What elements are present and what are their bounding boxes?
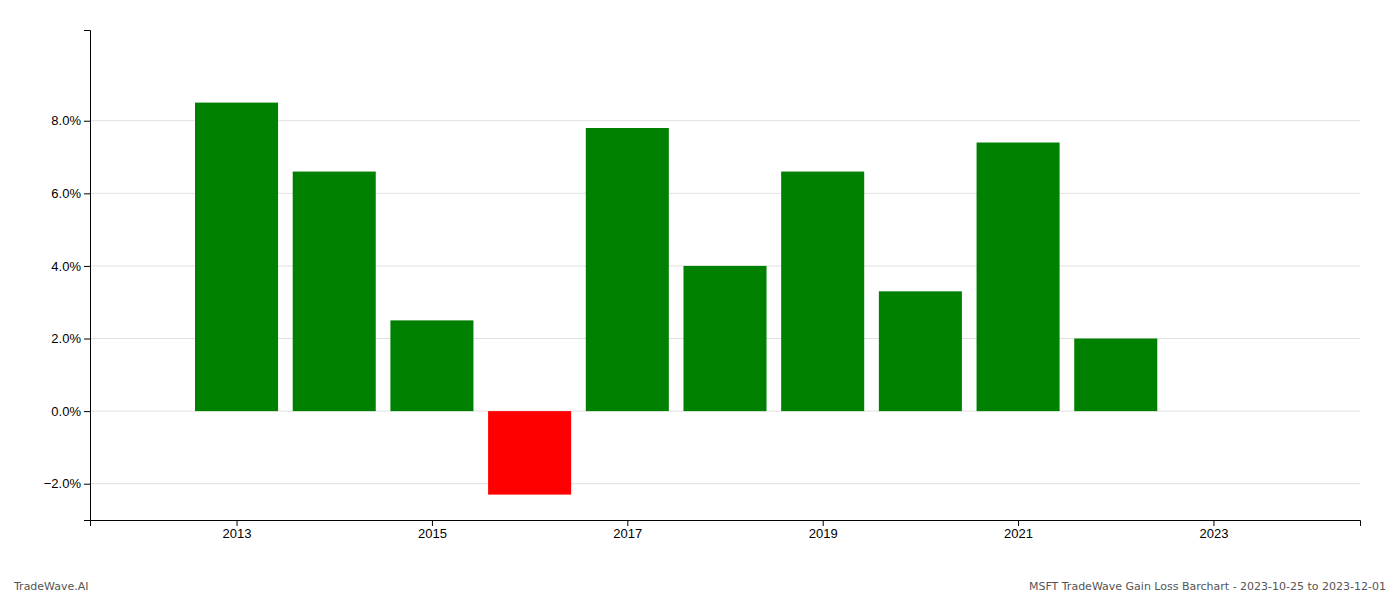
bar xyxy=(879,291,962,411)
tick: 8.0% xyxy=(51,113,90,128)
tick-label: 2.0% xyxy=(51,331,81,346)
tick-mark xyxy=(84,484,90,485)
tick-label: 4.0% xyxy=(51,259,81,274)
bar xyxy=(195,103,278,412)
bar xyxy=(293,172,376,412)
bar xyxy=(1074,339,1157,412)
tick-label: 2019 xyxy=(809,526,838,541)
tick: 2023 xyxy=(1200,520,1229,541)
bars xyxy=(195,103,1157,495)
bar xyxy=(390,320,473,411)
tick: −2.0% xyxy=(44,476,90,491)
tick-label: 2023 xyxy=(1200,526,1229,541)
tick-mark xyxy=(84,121,90,122)
tick-label: −2.0% xyxy=(44,476,82,491)
tick-label: 0.0% xyxy=(51,404,81,419)
y-axis: −2.0% 0.0% 2.0% 4.0% 6.0% 8.0% xyxy=(44,31,91,521)
tick-mark xyxy=(237,520,238,526)
tick-mark xyxy=(1213,520,1214,526)
grid-line xyxy=(90,483,1360,484)
grid-line xyxy=(90,193,1360,194)
tick-mark xyxy=(84,411,90,412)
bar xyxy=(586,128,669,411)
bar xyxy=(683,266,766,411)
tick-label: 6.0% xyxy=(51,186,81,201)
tick: 2015 xyxy=(418,520,447,541)
tick-mark xyxy=(1018,520,1019,526)
tick: 2.0% xyxy=(51,331,90,346)
tick-label: 2013 xyxy=(223,526,252,541)
tick-mark xyxy=(84,193,90,194)
tick-label: 2021 xyxy=(1004,526,1033,541)
footer: TradeWave.AI xyxy=(13,580,89,593)
bar xyxy=(488,411,571,494)
x-axis: 2013 2015 2017 2019 2021 2023 xyxy=(91,520,1361,541)
plot: −2.0%0.0%2.0%4.0%6.0%8.0%201320152017201… xyxy=(44,31,1361,542)
tick-mark xyxy=(823,520,824,526)
tick: 2021 xyxy=(1004,520,1033,541)
chart: −2.0%0.0%2.0%4.0%6.0%8.0%201320152017201… xyxy=(0,0,1400,600)
tick: 2019 xyxy=(809,520,838,541)
tick-mark xyxy=(84,266,90,267)
bar xyxy=(781,172,864,412)
tick-label: 2017 xyxy=(613,526,642,541)
tick-mark xyxy=(627,520,628,526)
grid-line xyxy=(90,120,1360,121)
grid xyxy=(90,121,1360,484)
tick: 0.0% xyxy=(51,404,90,419)
tick: 4.0% xyxy=(51,259,90,274)
tick-label: 2015 xyxy=(418,526,447,541)
tick: 2017 xyxy=(613,520,642,541)
tick-mark xyxy=(84,339,90,340)
tick: 6.0% xyxy=(51,186,90,201)
tick: 2013 xyxy=(223,520,252,541)
footer: MSFT TradeWave Gain Loss Barchart - 2023… xyxy=(1029,580,1386,593)
bar xyxy=(977,143,1060,412)
axis-line xyxy=(84,31,91,521)
tick-label: 8.0% xyxy=(51,113,81,128)
tick-mark xyxy=(432,520,433,526)
axis-line xyxy=(91,521,1361,527)
